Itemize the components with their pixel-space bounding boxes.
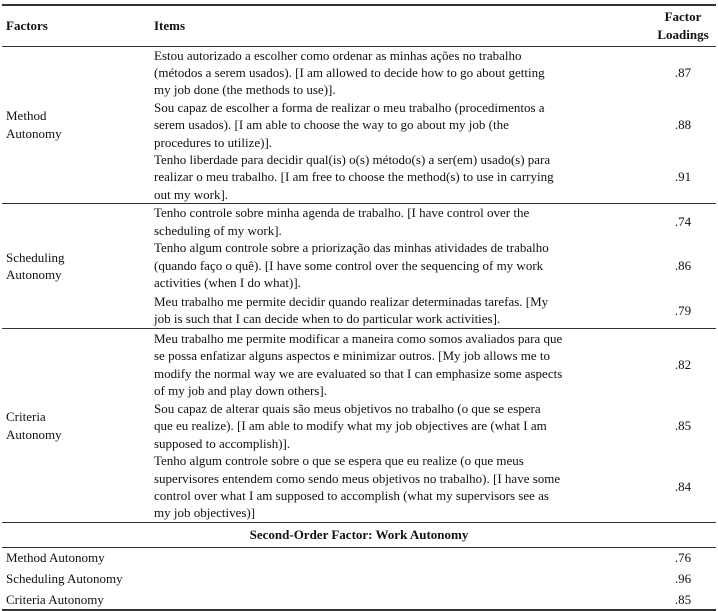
item-text: Tenho controle sobre minha agenda de tra… <box>150 204 650 239</box>
item-text-line: modify the normal way we are evaluated s… <box>154 365 563 381</box>
header-factors: Factors <box>6 18 48 34</box>
item-text-line: (quando faço o quê). [I have some contro… <box>154 257 544 273</box>
item-text: Meu trabalho me permite modificar a mane… <box>150 329 650 400</box>
item-text-line: control over what I am supposed to accom… <box>154 488 549 503</box>
item-text: Meu trabalho me permite decidir quando r… <box>150 292 650 329</box>
factor-loading: .84 <box>674 479 692 495</box>
item-row: Criteria Autonomy Meu trabalho me permite … <box>2 328 716 442</box>
factor-loading: .86 <box>674 257 692 273</box>
item-text-line: my job done (the methods to use)]. <box>154 82 336 98</box>
factor-loadings-table: Factors Items Factor Loadings Method Auto… <box>2 4 716 611</box>
item-text-line: scheduling of my work]. <box>154 222 282 238</box>
item-row: Meu trabalho me permite decidir quando r… <box>2 292 716 329</box>
second-order-loading: .96 <box>674 571 692 587</box>
second-order-row: Scheduling Autonomy .96 <box>2 568 716 589</box>
factor-loading: .74 <box>674 213 692 229</box>
factor-loading: .85 <box>674 418 692 434</box>
item-text-line: Tenho algum controle sobre o que se espe… <box>154 453 524 469</box>
item-row: Sou capaz de escolher a forma de realiza… <box>2 99 716 151</box>
item-text: Tenho algum controle sobre o que se espe… <box>150 452 650 522</box>
item-text: Tenho algum controle sobre a priorização… <box>150 239 650 292</box>
item-text-line: my job objectives)] <box>154 505 256 521</box>
item-text-line: of my job and play down others]. <box>154 383 327 399</box>
item-text-line: supposed to accomplish)]. <box>154 435 291 451</box>
header-items: Items <box>154 18 186 34</box>
item-text-line: Sou capaz de escolher a forma de realiza… <box>154 99 545 115</box>
item-text-line: Meu trabalho me permite decidir quando r… <box>154 293 549 309</box>
item-text-line: que eu realize). [I am able to modify wh… <box>154 418 547 434</box>
second-order-title: Second-Order Factor: Work Autonomy <box>249 527 469 543</box>
item-text: Sou capaz de escolher a forma de realiza… <box>150 99 650 151</box>
item-text: Estou autorizado a escolher como ordenar… <box>150 46 650 99</box>
second-order-title-row: Second-Order Factor: Work Autonomy <box>2 522 716 547</box>
second-order-factor: Criteria Autonomy <box>6 591 104 607</box>
factor-name: Method Autonomy <box>2 46 150 204</box>
second-order-loading: .85 <box>674 591 692 607</box>
item-text: Tenho liberdade para decidir qual(is) o(… <box>150 151 650 204</box>
header-loadings-line: Loadings <box>657 26 709 42</box>
factor-name: Scheduling Autonomy <box>2 204 150 329</box>
item-text: Sou capaz de alterar quais são meus obje… <box>150 400 650 452</box>
header-loadings: Factor Loadings <box>650 5 716 46</box>
factor-loading: .87 <box>674 64 692 80</box>
second-order-row: Method Autonomy .76 <box>2 547 716 568</box>
item-text-line: se possa enfatizar alguns aspectos e min… <box>154 348 551 364</box>
item-text-line: procedures to utilize)]. <box>154 134 273 150</box>
factor-loading: .91 <box>674 169 692 185</box>
item-row: Tenho liberdade para decidir qual(is) o(… <box>2 151 716 204</box>
second-order-factor: Method Autonomy <box>6 550 105 566</box>
factor-name-line: Autonomy <box>6 426 62 442</box>
item-row: Sou capaz de alterar quais são meus obje… <box>2 400 716 452</box>
factor-name-line: Autonomy <box>6 267 62 283</box>
factor-name-line: Method <box>6 108 47 124</box>
second-order-loading: .76 <box>674 550 692 566</box>
item-text-line: out my work]. <box>154 186 229 202</box>
item-row: Scheduling Autonomy Tenho controle sobre m… <box>2 203 716 282</box>
second-order-factor: Scheduling Autonomy <box>6 571 123 587</box>
item-text-line: Tenho controle sobre minha agenda de tra… <box>154 205 530 221</box>
item-row: Tenho algum controle sobre o que se espe… <box>2 452 716 522</box>
factor-loading: .82 <box>674 357 692 373</box>
header-loadings-line: Factor <box>664 9 702 25</box>
factor-name-line: Criteria <box>6 409 46 425</box>
item-text-line: job is such that I can decide when to do… <box>154 311 501 327</box>
item-text-line: realizar o meu trabalho. [I am free to c… <box>154 169 554 185</box>
item-text-line: Meu trabalho me permite modificar a mane… <box>154 330 563 346</box>
item-text-line: Sou capaz de alterar quais são meus obje… <box>154 400 541 416</box>
item-text-line: activities (when I do what)]. <box>154 275 301 291</box>
item-text-line: (métodos a serem usados). [I am allowed … <box>154 64 545 80</box>
item-row: Tenho algum controle sobre a priorização… <box>2 239 716 292</box>
item-row: Method Autonomy Estou autorizado a escolhe… <box>2 46 716 141</box>
item-text-line: serem usados). [I am able to choose the … <box>154 117 509 133</box>
item-text-line: Tenho algum controle sobre a priorização… <box>154 240 549 256</box>
item-text-line: supervisores entendem como sendo meus ob… <box>154 470 561 486</box>
second-order-row: Criteria Autonomy .85 <box>2 589 716 611</box>
factor-name-line: Scheduling <box>6 249 65 265</box>
header-row: Factors Items Factor Loadings <box>2 5 716 46</box>
item-text-line: Estou autorizado a escolher como ordenar… <box>154 47 522 63</box>
factor-name-line: Autonomy <box>6 125 62 141</box>
factor-name: Criteria Autonomy <box>2 329 150 522</box>
factor-loading: .88 <box>674 117 692 133</box>
factor-loading: .79 <box>674 302 692 318</box>
item-text-line: Tenho liberdade para decidir qual(is) o(… <box>154 151 551 167</box>
